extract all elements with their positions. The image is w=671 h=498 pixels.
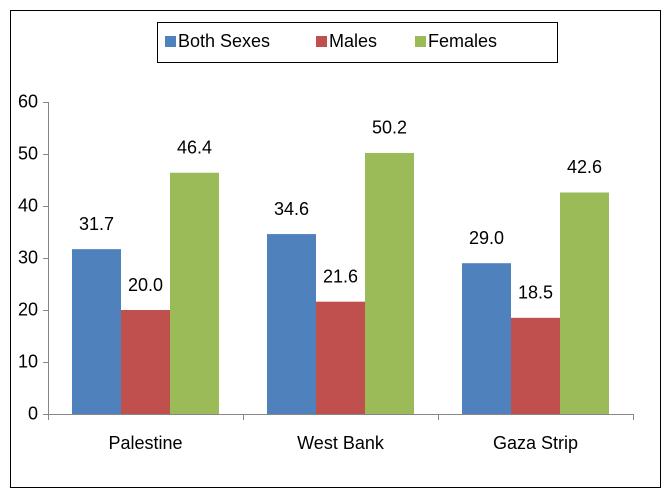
data-label: 46.4 bbox=[177, 137, 212, 157]
x-tick-label: Gaza Strip bbox=[493, 433, 578, 453]
data-label: 29.0 bbox=[469, 228, 504, 248]
y-tick-label: 60 bbox=[18, 91, 38, 111]
y-tick-label: 20 bbox=[18, 299, 38, 319]
legend-label: Both Sexes bbox=[178, 31, 270, 51]
data-label: 31.7 bbox=[79, 214, 114, 234]
y-tick-label: 10 bbox=[18, 351, 38, 371]
legend-label: Males bbox=[329, 31, 377, 51]
bar bbox=[267, 234, 316, 414]
bar bbox=[462, 263, 511, 414]
data-label: 20.0 bbox=[128, 275, 163, 295]
y-tick-label: 0 bbox=[28, 403, 38, 423]
legend-box bbox=[157, 22, 558, 63]
bar bbox=[121, 310, 170, 414]
x-tick-label: Palestine bbox=[108, 433, 182, 453]
bar bbox=[316, 301, 365, 414]
y-tick-label: 40 bbox=[18, 195, 38, 215]
bar bbox=[365, 152, 414, 414]
y-tick-label: 30 bbox=[18, 247, 38, 267]
data-label: 34.6 bbox=[274, 199, 309, 219]
bar bbox=[560, 192, 609, 414]
bar bbox=[170, 172, 219, 414]
legend-swatch bbox=[316, 36, 327, 47]
bar bbox=[511, 317, 560, 414]
data-label: 18.5 bbox=[518, 283, 553, 303]
bar bbox=[72, 249, 121, 414]
legend-label: Females bbox=[428, 31, 497, 51]
data-label: 21.6 bbox=[323, 266, 358, 286]
legend-swatch bbox=[165, 36, 176, 47]
y-tick-label: 50 bbox=[18, 143, 38, 163]
legend-swatch bbox=[415, 36, 426, 47]
x-tick-label: West Bank bbox=[297, 433, 385, 453]
data-label: 50.2 bbox=[372, 118, 407, 138]
data-label: 42.6 bbox=[567, 157, 602, 177]
